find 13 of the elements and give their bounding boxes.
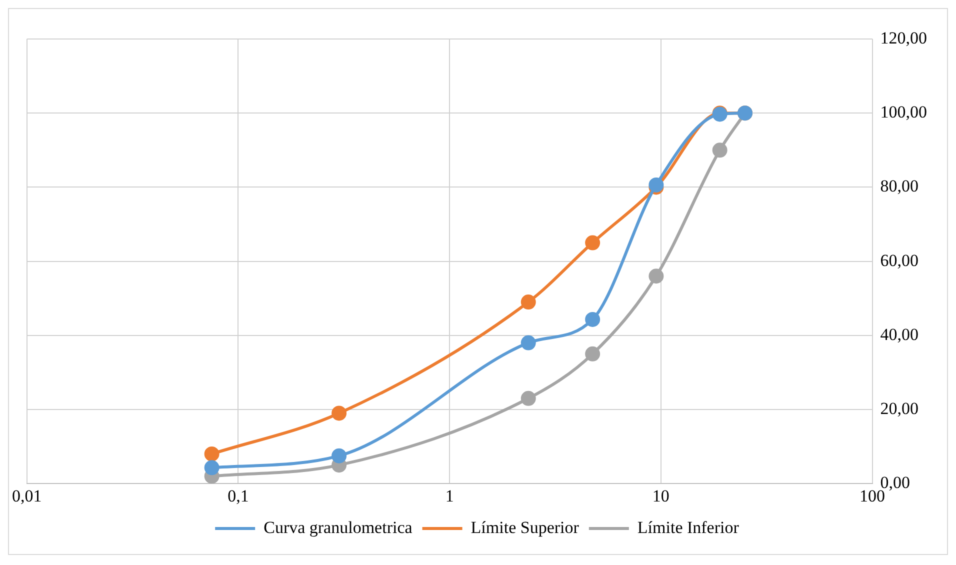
x-tick-label: 1 xyxy=(445,486,454,506)
y-tick-label: 80,00 xyxy=(880,176,918,196)
x-tick-label: 10 xyxy=(652,486,670,506)
y-tick-label: 60,00 xyxy=(880,250,918,270)
x-tick-label: 0,01 xyxy=(12,486,42,506)
legend-label: Límite Inferior xyxy=(637,518,740,537)
legend-label: Límite Superior xyxy=(470,518,580,537)
y-tick-label: 120,00 xyxy=(880,28,927,48)
y-tick-label: 40,00 xyxy=(880,324,918,344)
y-tick-label: 100,00 xyxy=(880,102,927,122)
x-tick-label: 0,1 xyxy=(228,486,249,506)
y-tick-label: 20,00 xyxy=(880,398,918,418)
legend-label: Curva granulometrica xyxy=(264,518,413,537)
